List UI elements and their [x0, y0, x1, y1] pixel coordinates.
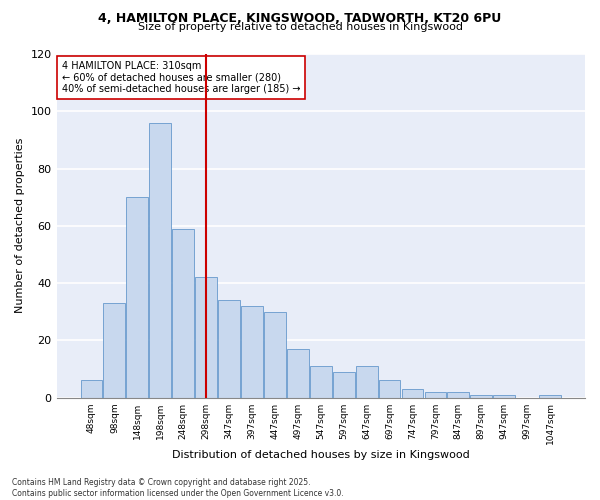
- Text: 4, HAMILTON PLACE, KINGSWOOD, TADWORTH, KT20 6PU: 4, HAMILTON PLACE, KINGSWOOD, TADWORTH, …: [98, 12, 502, 26]
- Bar: [218, 300, 240, 398]
- X-axis label: Distribution of detached houses by size in Kingswood: Distribution of detached houses by size …: [172, 450, 470, 460]
- Bar: [172, 228, 194, 398]
- Bar: [379, 380, 400, 398]
- Bar: [448, 392, 469, 398]
- Text: Size of property relative to detached houses in Kingswood: Size of property relative to detached ho…: [137, 22, 463, 32]
- Bar: [287, 349, 309, 398]
- Bar: [493, 394, 515, 398]
- Bar: [241, 306, 263, 398]
- Bar: [127, 197, 148, 398]
- Bar: [195, 278, 217, 398]
- Bar: [149, 122, 171, 398]
- Bar: [401, 389, 424, 398]
- Bar: [333, 372, 355, 398]
- Bar: [539, 394, 561, 398]
- Bar: [356, 366, 377, 398]
- Bar: [425, 392, 446, 398]
- Bar: [470, 394, 492, 398]
- Bar: [264, 312, 286, 398]
- Bar: [310, 366, 332, 398]
- Text: Contains HM Land Registry data © Crown copyright and database right 2025.
Contai: Contains HM Land Registry data © Crown c…: [12, 478, 344, 498]
- Bar: [103, 303, 125, 398]
- Bar: [80, 380, 103, 398]
- Y-axis label: Number of detached properties: Number of detached properties: [15, 138, 25, 314]
- Text: 4 HAMILTON PLACE: 310sqm
← 60% of detached houses are smaller (280)
40% of semi-: 4 HAMILTON PLACE: 310sqm ← 60% of detach…: [62, 61, 301, 94]
